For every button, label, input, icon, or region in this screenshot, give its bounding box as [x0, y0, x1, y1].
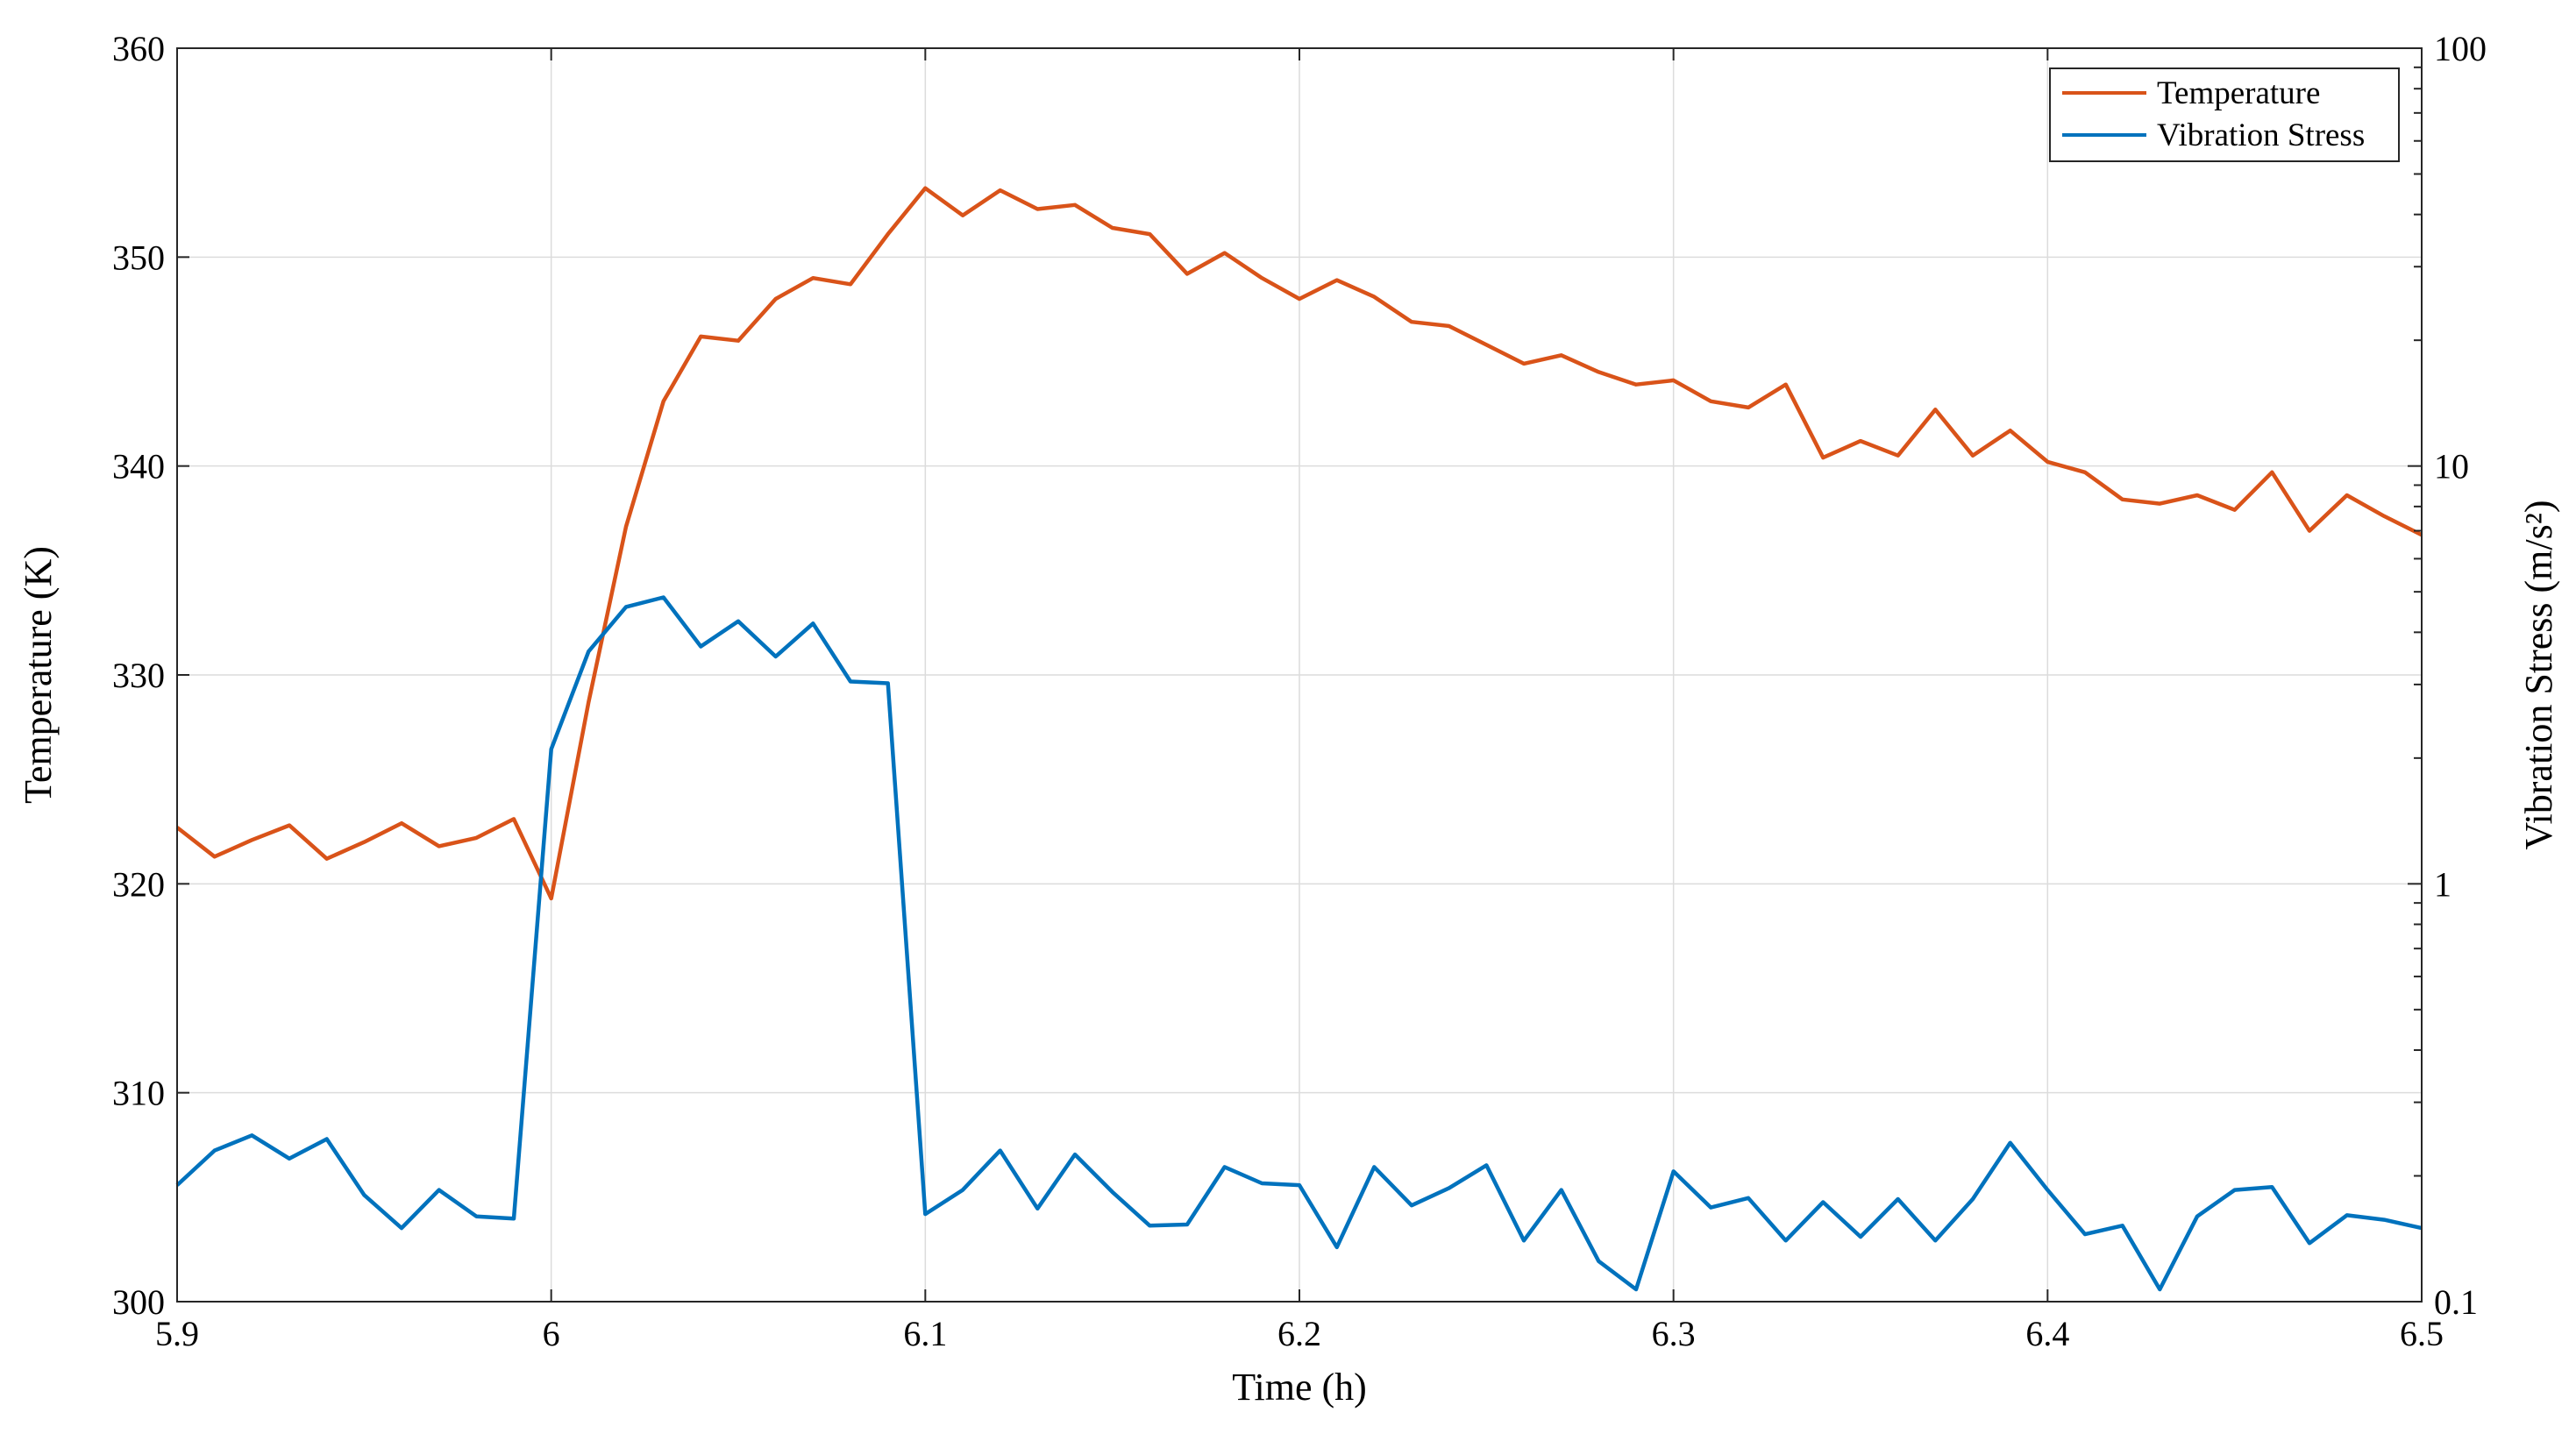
- tick-labels: 5.9 6 6.1 6.2 6.3 6.4 6.5 300 310 320 330 340 350 360…: [112, 29, 2487, 1353]
- legend-label-vibration-stress: Vibration Stress: [2157, 117, 2365, 153]
- right-y-tick-label: 0.1: [2434, 1282, 2478, 1322]
- legend: Temperature Vibration Stress: [2049, 67, 2400, 162]
- series-line-temperature: [175, 186, 2423, 901]
- left-y-tick-label: 310: [112, 1074, 165, 1113]
- right-y-tick-label: 10: [2434, 447, 2469, 486]
- left-y-axis-title: Temperature (K): [17, 546, 60, 804]
- legend-box: [2049, 67, 2400, 162]
- right-y-tick-label: 1: [2434, 864, 2451, 904]
- left-y-tick-label: 360: [112, 29, 165, 68]
- gridlines: [177, 48, 2422, 1302]
- axes-box: [176, 47, 2423, 1303]
- x-tick-label: 6.4: [2025, 1314, 2069, 1353]
- left-y-tick-label: 350: [112, 238, 165, 277]
- plot-area: [175, 186, 2423, 1292]
- left-y-tick-label: 300: [112, 1282, 165, 1322]
- left-y-tick-label: 340: [112, 447, 165, 486]
- x-tick-label: 6: [543, 1314, 560, 1353]
- series-line-vibration-stress: [175, 595, 2423, 1292]
- x-tick-label: 6.1: [903, 1314, 947, 1353]
- x-tick-label: 5.9: [155, 1314, 199, 1353]
- x-tick-label: 6.3: [1652, 1314, 1696, 1353]
- left-y-tick-label: 320: [112, 864, 165, 904]
- right-y-axis-title: Vibration Stress (m/s²): [2517, 500, 2560, 849]
- left-y-tick-label: 330: [112, 656, 165, 695]
- x-axis-title: Time (h): [1232, 1366, 1367, 1409]
- x-tick-label: 6.5: [2400, 1314, 2444, 1353]
- x-tick-label: 6.2: [1277, 1314, 1321, 1353]
- axes: [176, 47, 2423, 1303]
- right-y-tick-label: 100: [2434, 29, 2487, 68]
- legend-label-temperature: Temperature: [2157, 75, 2320, 111]
